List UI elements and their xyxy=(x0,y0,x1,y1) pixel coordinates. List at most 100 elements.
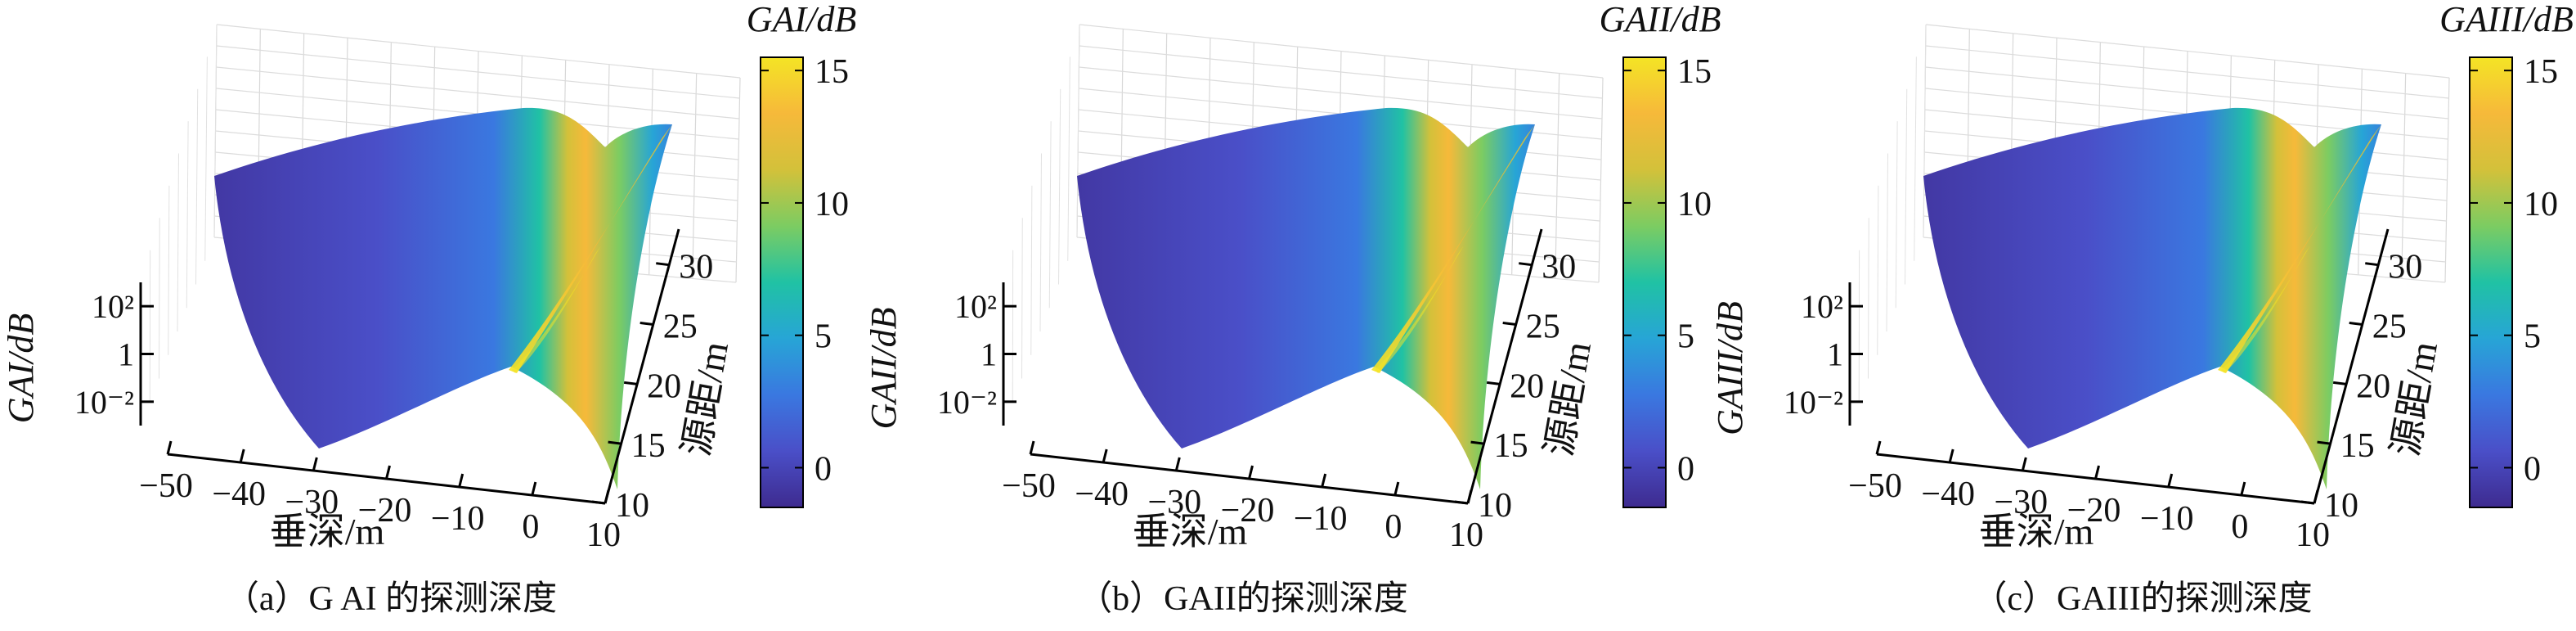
panel-a-x-ticks: −50 −40 −30 −20 −10 0 10 xyxy=(139,440,621,554)
panel-c-x-ticks: −50 −40 −30 −20 −10 0 10 xyxy=(1848,440,2330,554)
y-tick-label: 15 xyxy=(631,427,666,465)
y-tick-mark xyxy=(2349,322,2363,327)
x-tick-mark xyxy=(1174,457,1181,471)
panel-a-ridge-main xyxy=(509,124,672,373)
x-tick-label: −50 xyxy=(1002,467,1056,505)
panel-c-x-label: 垂深/m xyxy=(1979,511,2094,552)
x-tick-label: −20 xyxy=(358,492,412,530)
panel-b-surface xyxy=(1077,107,1535,489)
x-tick-label: 10 xyxy=(2296,516,2330,554)
panel-c-colorbar-ticks: 0 5 10 15 xyxy=(2470,53,2558,488)
colorbar-tick-label: 10 xyxy=(2524,186,2558,223)
panel-b-x-ticks: −50 −40 −30 −20 −10 0 10 xyxy=(1002,440,1483,554)
x-tick-label: 0 xyxy=(522,508,539,546)
z-tick-label: 1 xyxy=(981,336,997,373)
z-tick-label: 10² xyxy=(954,288,997,325)
x-tick-mark xyxy=(2021,457,2027,471)
x-tick-label: −10 xyxy=(431,500,485,538)
panel-b-colorbar-title: GAII/dB xyxy=(1599,0,1721,39)
colorbar-tick-label: 10 xyxy=(1677,186,1712,223)
y-tick-label: 10 xyxy=(615,487,649,525)
x-tick-label: −40 xyxy=(212,476,266,513)
x-tick-label: −10 xyxy=(1294,500,1348,538)
x-tick-mark xyxy=(166,440,173,455)
y-tick-mark xyxy=(640,322,653,327)
z-tick-label: 10⁻² xyxy=(74,384,134,421)
y-tick-mark xyxy=(1502,322,1516,327)
panel-b-x-label: 垂深/m xyxy=(1133,511,1248,552)
panel-c: −50 −40 −30 −20 −10 0 10 10 15 20 25 30 10⁻² 1 10² 垂… xyxy=(1710,0,2574,618)
x-tick-mark xyxy=(604,489,610,504)
x-tick-mark xyxy=(458,473,464,488)
y-tick-label: 30 xyxy=(679,249,713,286)
x-tick-mark xyxy=(1393,481,1400,496)
y-tick-mark xyxy=(623,381,638,385)
z-tick-label: 10² xyxy=(92,288,134,325)
colorbar-tick-label: 0 xyxy=(1677,450,1694,488)
panel-c-z-label: GAIII/dB xyxy=(1710,301,1750,435)
y-tick-mark xyxy=(1519,262,1533,267)
colorbar-tick-label: 15 xyxy=(2524,53,2558,91)
x-tick-mark xyxy=(312,457,318,471)
panel-a: −50 −40 −30 −20 −10 0 10 10 15 20 25 30 10⁻² 1 10² 垂… xyxy=(1,0,856,618)
y-tick-label: 25 xyxy=(2372,309,2407,346)
x-tick-label: −50 xyxy=(1848,467,1902,505)
z-tick-label: 1 xyxy=(118,336,134,373)
x-tick-mark xyxy=(1102,448,1108,463)
y-tick-label: 20 xyxy=(647,367,681,405)
y-axis-line xyxy=(2313,228,2390,504)
z-tick-label: 10² xyxy=(1801,288,1843,325)
panel-a-surface xyxy=(214,107,672,489)
x-tick-mark xyxy=(2313,489,2319,504)
colorbar-tick-label: 0 xyxy=(815,450,832,488)
x-tick-mark xyxy=(1248,465,1254,480)
x-tick-mark xyxy=(385,465,391,480)
panel-a-colorbar xyxy=(760,56,804,508)
panel-c-z-ticks: 10⁻² 1 10² xyxy=(1784,288,1863,421)
panel-b-y-label: 源距/m xyxy=(1537,338,1599,458)
panel-b-ridge-main xyxy=(1371,124,1535,373)
z-tick-label: 10⁻² xyxy=(1784,384,1843,421)
panel-b-caption: （b）GAII的探测深度 xyxy=(1078,580,1408,618)
panel-b-colorbar-ticks: 0 5 10 15 xyxy=(1623,53,1712,488)
panel-c-colorbar-title: GAIII/dB xyxy=(2439,0,2574,39)
y-tick-mark xyxy=(2365,262,2379,267)
y-axis-line xyxy=(1466,228,1543,504)
colorbar-tick-label: 10 xyxy=(815,186,849,223)
panel-c-colorbar xyxy=(2469,56,2513,508)
x-tick-mark xyxy=(2240,481,2246,496)
panel-a-z-label: GAI/dB xyxy=(1,313,41,423)
panel-a-colorbar-title: GAI/dB xyxy=(747,0,856,39)
x-tick-mark xyxy=(1466,489,1473,504)
y-tick-mark xyxy=(1486,381,1501,385)
y-tick-label: 30 xyxy=(2388,249,2422,286)
panel-b-y-ticks: 10 15 20 25 30 xyxy=(1454,249,1576,525)
x-tick-label: −10 xyxy=(2140,500,2194,538)
x-tick-label: −20 xyxy=(1221,492,1275,530)
panel-c-y-ticks: 10 15 20 25 30 xyxy=(2300,249,2422,525)
panel-a-x-label: 垂深/m xyxy=(270,511,385,552)
z-tick-label: 1 xyxy=(1827,336,1843,373)
y-tick-mark xyxy=(1470,440,1484,445)
y-tick-label: 25 xyxy=(1526,309,1560,346)
panel-a-colorbar-ticks: 0 5 10 15 xyxy=(761,53,849,488)
panel-a-y-label: 源距/m xyxy=(675,338,736,458)
panel-a-caption: （a）G AI 的探测深度 xyxy=(225,580,557,618)
panel-b-colorbar xyxy=(1622,56,1667,508)
y-tick-mark xyxy=(591,500,606,505)
panel-a-y-ticks: 10 15 20 25 30 xyxy=(591,249,713,525)
x-tick-label: −30 xyxy=(285,484,339,521)
x-tick-label: −30 xyxy=(1147,484,1201,521)
x-tick-label: −40 xyxy=(1921,476,1975,513)
y-tick-label: 25 xyxy=(663,309,698,346)
panel-c-caption: （c）GAIII的探测深度 xyxy=(1972,580,2312,618)
x-tick-label: 0 xyxy=(1384,508,1402,546)
y-tick-mark xyxy=(2317,440,2331,445)
x-tick-label: −30 xyxy=(1994,484,2048,521)
panel-c-surface xyxy=(1923,107,2381,489)
y-tick-mark xyxy=(2300,500,2315,505)
y-tick-label: 10 xyxy=(1478,487,1512,525)
panel-c-y-label: 源距/m xyxy=(2384,338,2445,458)
x-tick-label: −50 xyxy=(139,467,193,505)
